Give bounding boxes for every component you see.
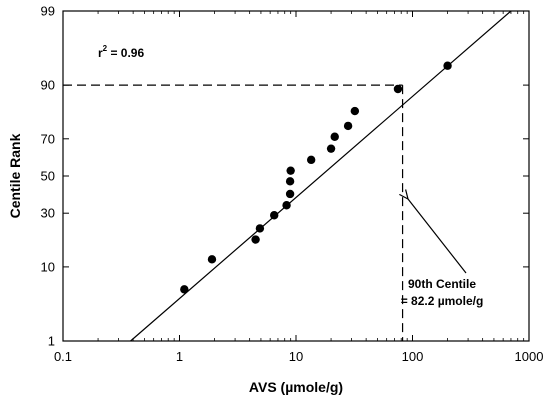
- data-point: [343, 121, 353, 131]
- data-points: [180, 61, 452, 294]
- data-point: [282, 201, 291, 210]
- plot-frame: [62, 10, 530, 342]
- data-point: [286, 166, 295, 175]
- data-point: [285, 189, 295, 199]
- x-minor-ticks: [97, 11, 525, 341]
- data-point: [393, 84, 403, 94]
- data-point: [255, 224, 265, 233]
- y-tick-label: 30: [41, 206, 55, 221]
- y-tick-label: 90: [41, 78, 55, 93]
- x-axis-title: AVS (µmole/g): [249, 379, 343, 395]
- r-squared-label: r2 = 0.96: [98, 44, 144, 60]
- x-tick-label: 10: [289, 349, 303, 364]
- y-axis-title: Centile Rank: [7, 133, 23, 218]
- data-point: [443, 61, 452, 70]
- data-point: [350, 106, 360, 116]
- x-tick-label: 100: [402, 349, 424, 364]
- x-tick-label: 0.1: [54, 349, 72, 364]
- data-point: [326, 144, 336, 153]
- data-point: [207, 255, 217, 264]
- y-tick-label: 10: [41, 259, 55, 274]
- annotation-arrow: [408, 199, 467, 274]
- data-point: [270, 211, 279, 220]
- y-tick-label: 99: [41, 4, 55, 19]
- y-tick-label: 70: [41, 131, 55, 146]
- y-tick-label: 50: [41, 169, 55, 184]
- annotation-centile-title: 90th Centile: [408, 277, 476, 291]
- x-tick-label: 1: [176, 349, 183, 364]
- y-tick-label: 1: [48, 334, 55, 349]
- data-point: [285, 177, 295, 186]
- data-point: [330, 132, 339, 141]
- data-point: [306, 155, 316, 165]
- data-point: [180, 285, 189, 294]
- x-tick-label: 1000: [515, 349, 544, 364]
- data-point: [251, 235, 260, 244]
- annotation-centile-value: = 82.2 µmole/g: [401, 294, 484, 308]
- reference-lines: [63, 84, 404, 341]
